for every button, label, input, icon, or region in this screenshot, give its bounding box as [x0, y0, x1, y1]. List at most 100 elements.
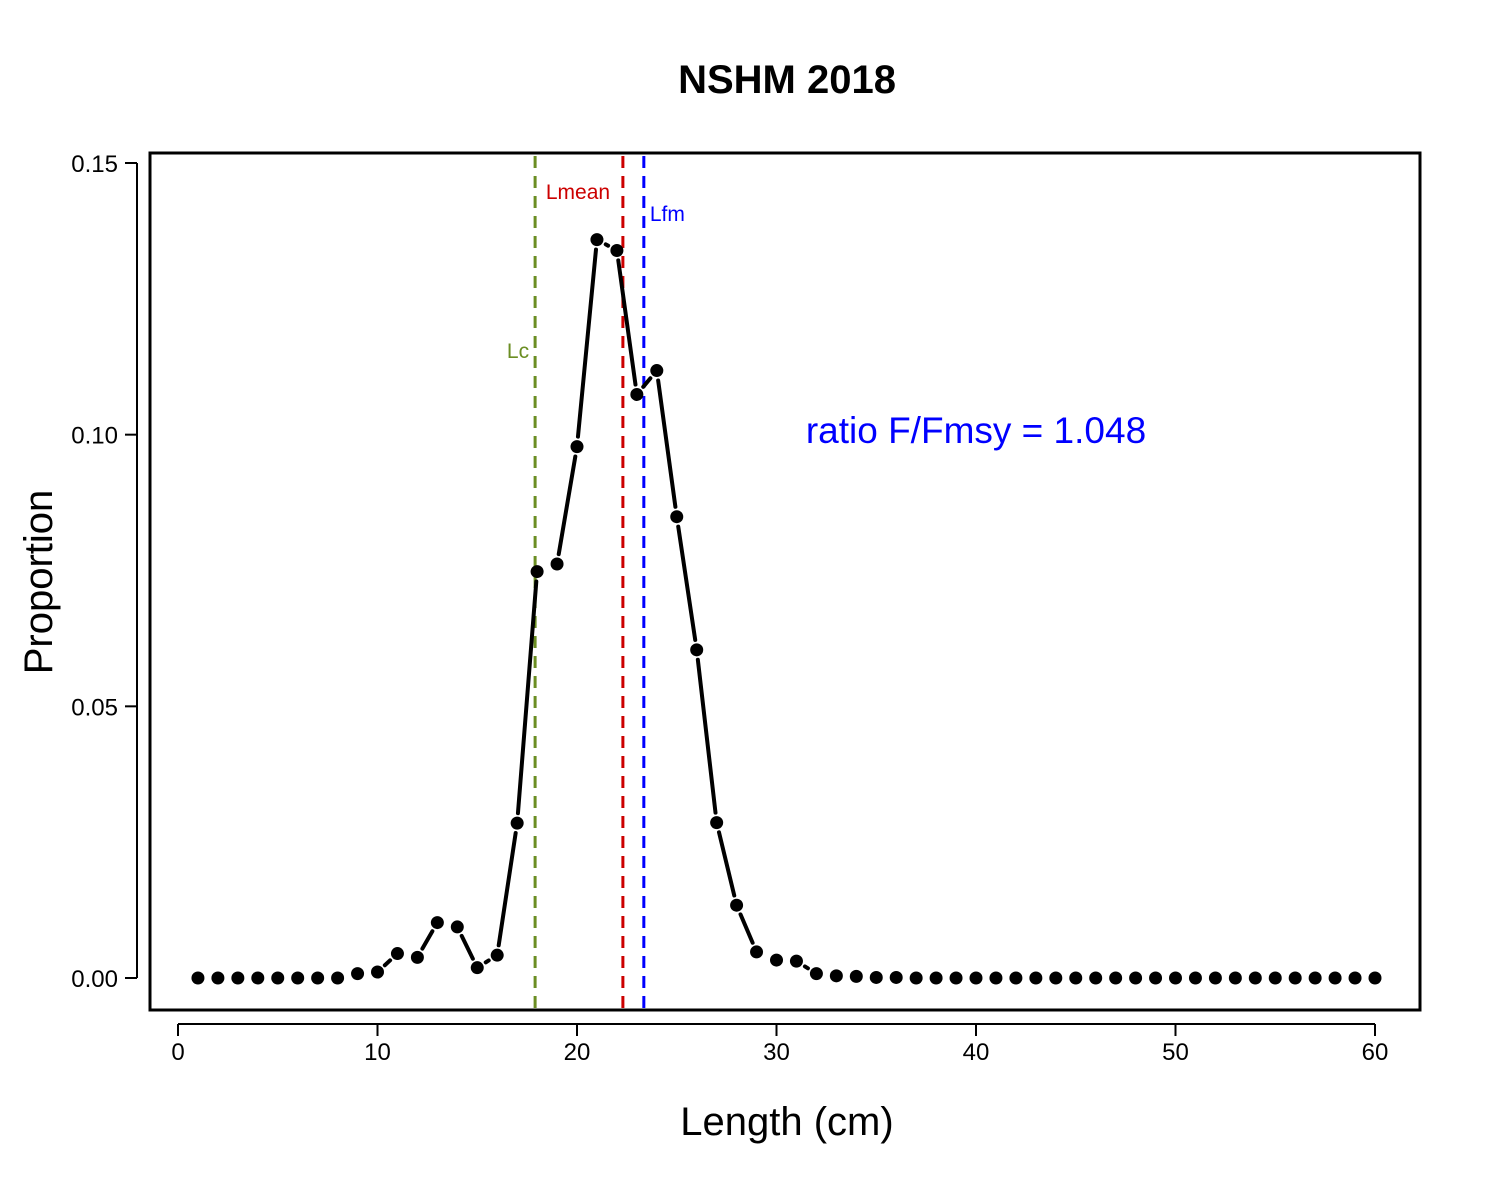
data-point [710, 816, 724, 830]
reference-lines: Lc Lmean Lfm [507, 156, 685, 1010]
data-point [670, 510, 684, 524]
series-segment [515, 579, 539, 816]
data-point [410, 950, 424, 964]
y-tick-label: 0.10 [71, 423, 118, 450]
data-point [690, 643, 704, 657]
data-series [191, 233, 1382, 985]
x-tick-label: 60 [1362, 1039, 1389, 1066]
data-point [1368, 971, 1382, 985]
x-tick-label: 0 [171, 1039, 184, 1066]
data-point [430, 916, 444, 930]
data-point [1049, 971, 1063, 985]
data-point [1069, 971, 1083, 985]
data-point [331, 971, 345, 985]
data-point [231, 971, 245, 985]
data-point [1129, 971, 1143, 985]
data-point [1029, 971, 1043, 985]
data-point [1149, 971, 1163, 985]
data-point [291, 971, 305, 985]
data-point [889, 970, 903, 984]
data-point [390, 947, 404, 961]
plot-area [148, 151, 1422, 1012]
data-point [1089, 971, 1103, 985]
data-point [1248, 971, 1262, 985]
data-point [1268, 971, 1282, 985]
data-point [610, 243, 624, 257]
series-segment [641, 376, 653, 389]
x-tick-label: 30 [763, 1039, 790, 1066]
data-point [829, 969, 843, 983]
data-point [590, 233, 604, 247]
series-segment [695, 657, 718, 815]
data-point [1328, 971, 1342, 985]
series-segment [556, 454, 578, 557]
ref-label-lmean: Lmean [546, 181, 610, 204]
data-point [1348, 971, 1362, 985]
data-point [1228, 971, 1242, 985]
data-point [789, 954, 803, 968]
data-point [770, 953, 783, 967]
data-point [1308, 971, 1322, 985]
y-tick-label: 0.00 [71, 966, 118, 993]
data-point [909, 971, 923, 985]
x-tick-label: 20 [564, 1039, 591, 1066]
data-point [809, 967, 823, 981]
data-point [211, 971, 225, 985]
data-point [969, 971, 983, 985]
y-tick-label: 0.05 [71, 694, 118, 721]
data-point [650, 364, 664, 378]
data-point [750, 945, 764, 959]
data-point [630, 387, 644, 401]
series-segment [459, 933, 475, 961]
series-segment [616, 258, 638, 387]
ratio-annotation: ratio F/Fmsy = 1.048 [806, 410, 1146, 451]
data-point [1169, 971, 1182, 985]
data-point [351, 967, 365, 981]
series-segment [483, 958, 491, 965]
plot-frame [148, 151, 1422, 1012]
data-point [869, 970, 883, 984]
series-segment [420, 929, 435, 951]
x-axis-label: Length (cm) [680, 1100, 893, 1144]
data-point [550, 557, 564, 571]
series-segment [603, 242, 611, 248]
data-point [1109, 971, 1123, 985]
x-tick-label: 40 [963, 1039, 990, 1066]
series-segment [676, 524, 698, 642]
data-point [450, 920, 464, 934]
data-point [191, 971, 205, 985]
ref-label-lc: Lc [507, 340, 529, 363]
data-point [849, 969, 863, 983]
series-segment [738, 912, 755, 945]
x-tick-label: 50 [1162, 1039, 1189, 1066]
data-point [1188, 971, 1202, 985]
y-tick-label: 0.15 [71, 151, 118, 178]
data-point [570, 440, 584, 454]
series-segment [716, 830, 737, 898]
data-point [1009, 971, 1023, 985]
data-point [929, 971, 943, 985]
series-segment [575, 247, 598, 439]
data-point [470, 961, 484, 975]
data-point [1208, 971, 1222, 985]
data-point [949, 971, 963, 985]
data-point [311, 971, 325, 985]
x-tick-label: 10 [364, 1039, 391, 1066]
data-point [251, 971, 265, 985]
series-segment [382, 958, 393, 968]
data-point [989, 971, 1003, 985]
data-point [730, 898, 744, 912]
series-segment [656, 378, 678, 509]
data-point [490, 948, 504, 962]
series-segment [802, 964, 810, 971]
data-point [271, 971, 285, 985]
ref-label-lfm: Lfm [650, 203, 685, 226]
data-point [1288, 971, 1302, 985]
data-point [371, 965, 384, 979]
chart-title: NSHM 2018 [678, 58, 896, 102]
series-segment [496, 831, 518, 948]
y-axis-label: Proportion [17, 490, 61, 675]
data-point [530, 565, 544, 579]
axes: 0 10 20 30 40 50 60 0.00 0.05 0.10 0.15 [71, 151, 1388, 1066]
